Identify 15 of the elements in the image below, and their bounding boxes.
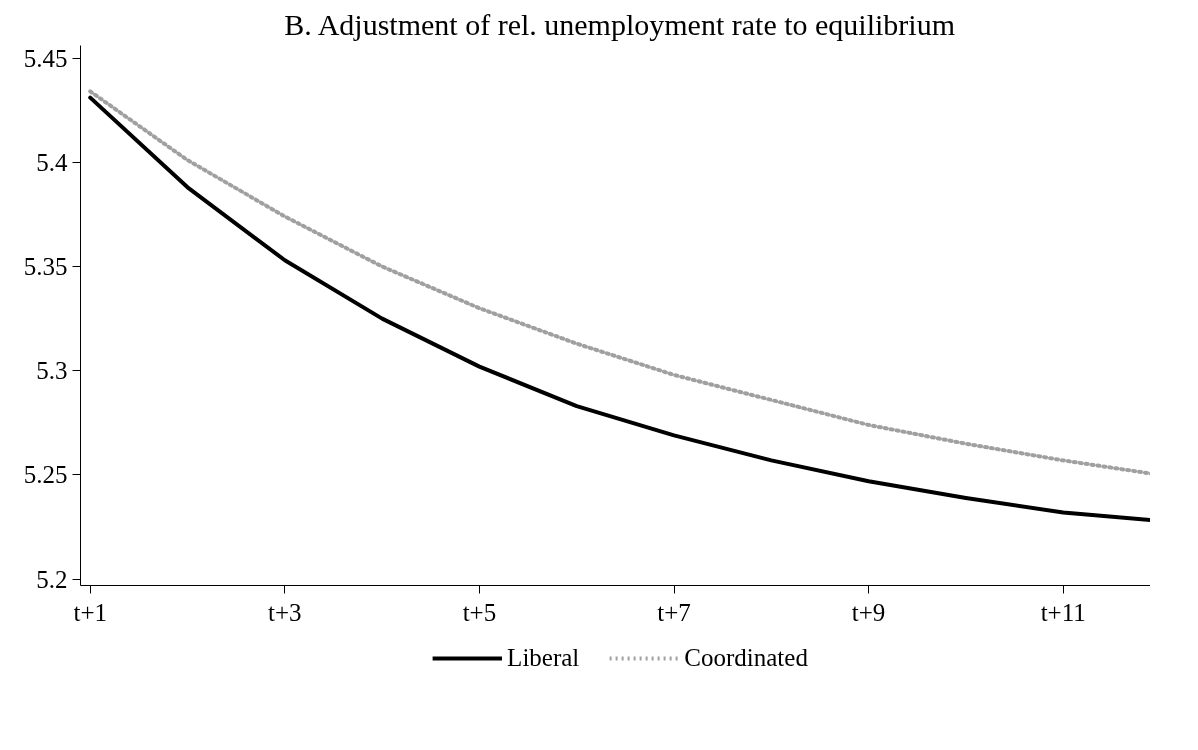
x-tick-label: t+7 — [657, 598, 691, 626]
x-tick-label: t+5 — [462, 598, 497, 626]
y-tick-label: 5.3 — [36, 357, 68, 385]
x-tick-label: t+9 — [851, 598, 886, 626]
y-tick-label: 5.4 — [36, 148, 68, 176]
x-tick-label: t+1 — [73, 598, 107, 626]
y-tick-label: 5.2 — [36, 565, 68, 593]
legend-label: Coordinated — [684, 644, 808, 672]
legend-label: Liberal — [507, 644, 580, 672]
y-tick-label: 5.45 — [23, 44, 68, 72]
x-tick-label: t+11 — [1040, 598, 1086, 626]
y-tick-label: 5.35 — [23, 253, 68, 280]
x-tick-label: t+3 — [268, 598, 302, 626]
chart-title: B. Adjustment of rel. unemployment rate to equilibrium — [284, 7, 956, 41]
y-tick-label: 5.25 — [23, 461, 68, 489]
